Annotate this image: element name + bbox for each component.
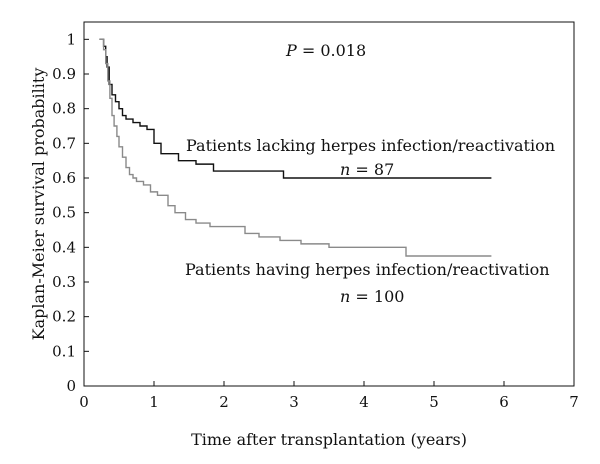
y-axis-title: Kaplan-Meier survival probability: [29, 68, 48, 341]
x-axis: 0 1 2 3 4 5 6 7: [79, 381, 579, 411]
x-tick-label: 3: [289, 393, 299, 411]
x-axis-title: Time after transplantation (years): [191, 430, 467, 449]
y-tick-label: 1: [66, 30, 76, 48]
x-tick-label: 1: [149, 393, 159, 411]
lacking-series-label: Patients lacking herpes infection/reacti…: [186, 136, 555, 155]
x-tick-label: 5: [429, 393, 439, 411]
series-layer: [99, 38, 492, 257]
y-tick-label: 0.4: [52, 238, 76, 256]
survival-curve-lacking: [99, 38, 492, 179]
having-series-label: Patients having herpes infection/reactiv…: [185, 260, 550, 279]
y-tick-label: 0.7: [52, 134, 76, 152]
x-tick-label: 7: [569, 393, 579, 411]
having-n-annotation: n = 100: [340, 287, 404, 306]
y-tick-label: 0.5: [52, 204, 76, 222]
y-tick-label: 0.8: [52, 100, 76, 118]
x-tick-label: 6: [499, 393, 509, 411]
y-tick-label: 0: [66, 377, 76, 395]
y-tick-label: 0.3: [52, 273, 76, 291]
y-tick-label: 0.2: [52, 308, 76, 326]
survival-curve-having: [99, 38, 492, 257]
x-tick-label: 4: [359, 393, 369, 411]
lacking-n-annotation: n = 87: [340, 160, 394, 179]
y-tick-label: 0.6: [52, 169, 76, 187]
x-tick-label: 0: [79, 393, 89, 411]
y-tick-label: 0.9: [52, 65, 76, 83]
x-tick-label: 2: [219, 393, 229, 411]
y-tick-label: 0.1: [52, 342, 76, 360]
y-axis: 0 0.1 0.2 0.3 0.4 0.5 0.6 0.7 0.8 0.9 1: [52, 30, 89, 395]
p-value-annotation: P = 0.018: [285, 41, 366, 60]
plot-frame: [83, 21, 575, 387]
